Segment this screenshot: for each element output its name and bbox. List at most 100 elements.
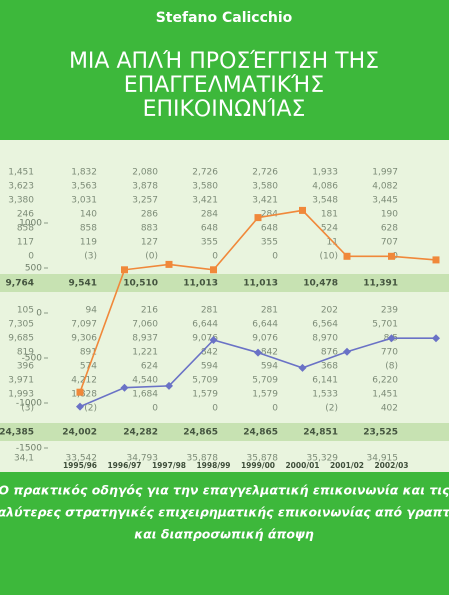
table-cell: 202 bbox=[321, 306, 338, 316]
point bbox=[210, 266, 217, 274]
table-cell: 624 bbox=[141, 362, 158, 372]
point bbox=[299, 206, 306, 214]
table-cell: 1,832 bbox=[71, 168, 97, 178]
table-cell: 216 bbox=[141, 306, 158, 316]
table-cell: 2,726 bbox=[252, 168, 278, 178]
table-cell: (2) bbox=[84, 404, 97, 414]
table-cell: 181 bbox=[321, 210, 338, 220]
table-cell: 190 bbox=[381, 210, 398, 220]
title-line: ΕΠΙΚΟΙΝΩΝΊΑΣ bbox=[143, 97, 306, 122]
table-cell: 286 bbox=[141, 210, 158, 220]
table-cell: 3,878 bbox=[132, 182, 158, 192]
table-cell: 10,510 bbox=[123, 279, 158, 289]
table-cell: 891 bbox=[80, 348, 97, 358]
table-cell: 3,971 bbox=[8, 376, 34, 386]
chart: -1500 -1000 -500 0 500 1000 1995/96 1996/97 1997… bbox=[16, 206, 440, 470]
table-cell: 3,563 bbox=[71, 182, 97, 192]
table-cell: 24,851 bbox=[303, 428, 338, 438]
y-tick-label: -1500 bbox=[16, 444, 42, 454]
table-cell: 1,221 bbox=[132, 348, 158, 358]
title-line: ΕΠΑΓΓΕΛΜΑΤΙΚΉΣ bbox=[124, 73, 324, 98]
table-cell: 396 bbox=[17, 362, 34, 372]
table-cell: 34,1 bbox=[14, 454, 34, 464]
subtitle-line: Ο πρακτικός οδηγός για την επαγγελματική… bbox=[0, 483, 449, 498]
table-cell: 3,421 bbox=[252, 196, 278, 206]
table-cell: 11,013 bbox=[183, 279, 218, 289]
table-cell: 9,764 bbox=[6, 279, 34, 289]
table-cell: (3) bbox=[21, 404, 34, 414]
table-cell: 4,086 bbox=[312, 182, 338, 192]
table-cell: 9,306 bbox=[71, 334, 97, 344]
x-tick-label: 2002/03 bbox=[374, 461, 408, 470]
table-cell: 3,421 bbox=[192, 196, 218, 206]
table-cell: 246 bbox=[17, 210, 34, 220]
table-cell: 281 bbox=[261, 306, 278, 316]
x-tick-label: 1997/98 bbox=[152, 461, 186, 470]
table-cell: (8) bbox=[385, 362, 398, 372]
table-cell: 628 bbox=[381, 224, 398, 234]
table-cell: 24,282 bbox=[123, 428, 158, 438]
table-cell: 34,793 bbox=[127, 454, 159, 464]
table-cell: 127 bbox=[141, 238, 158, 248]
table-cell: 281 bbox=[201, 306, 218, 316]
table-cell: 648 bbox=[201, 224, 218, 234]
table-cell: 6,644 bbox=[192, 320, 218, 330]
table-cell: 0 bbox=[272, 404, 278, 414]
table-cell: 0 bbox=[28, 252, 34, 262]
table-cell: 10,478 bbox=[303, 279, 338, 289]
table-cell: 9,541 bbox=[69, 279, 97, 289]
table-cell: 94 bbox=[86, 306, 98, 316]
table-cell: 819 bbox=[17, 348, 34, 358]
title: ΜΙΑ ΑΠΛΉ ΠΡΟΣΈΓΓΙΣΗ ΤΗΣΕΠΑΓΓΕΛΜΑΤΙΚΉΣΕΠΙ… bbox=[69, 49, 379, 122]
table-cell: 7,097 bbox=[71, 320, 97, 330]
table-cell: 105 bbox=[17, 306, 34, 316]
table-cell: 524 bbox=[321, 224, 338, 234]
table-cell: 35,878 bbox=[187, 454, 219, 464]
point bbox=[165, 260, 173, 268]
table-cell: 355 bbox=[201, 238, 218, 248]
table-cell: 770 bbox=[381, 348, 398, 358]
y-tick-label: 1000 bbox=[19, 219, 42, 229]
point bbox=[387, 334, 396, 343]
table-cell: 239 bbox=[381, 306, 398, 316]
table-cell: 0 bbox=[152, 404, 158, 414]
x-tick-label: 1999/00 bbox=[241, 461, 275, 470]
point bbox=[165, 381, 173, 390]
table-cell: 2,726 bbox=[192, 168, 218, 178]
table-cell: 24,385 bbox=[0, 428, 34, 438]
table-cell: 35,329 bbox=[307, 454, 339, 464]
point bbox=[343, 252, 351, 260]
table-cell: 284 bbox=[261, 210, 278, 220]
table-cell: 3,257 bbox=[132, 196, 158, 206]
table-cell: 1,684 bbox=[132, 390, 158, 400]
x-tick-label: 1995/96 bbox=[63, 461, 97, 470]
table-cell: 6,564 bbox=[312, 320, 338, 330]
table-cell: 11,013 bbox=[243, 279, 278, 289]
table-cell: 6,644 bbox=[252, 320, 278, 330]
table-cell: 5,709 bbox=[252, 376, 278, 386]
point bbox=[254, 214, 262, 222]
table-cell: 3,445 bbox=[372, 196, 398, 206]
table-cell: 24,865 bbox=[183, 428, 218, 438]
top-band bbox=[0, 0, 449, 140]
table-cell: 9,076 bbox=[252, 334, 278, 344]
table-cell: 1,828 bbox=[71, 390, 97, 400]
table-cell: 0 bbox=[272, 252, 278, 262]
table-cell: 4,540 bbox=[132, 376, 158, 386]
table-cell: (3) bbox=[84, 252, 97, 262]
table-cell: 594 bbox=[201, 362, 218, 372]
table-cell: 24,002 bbox=[62, 428, 97, 438]
table-cell: 842 bbox=[201, 348, 218, 358]
table-cell: 4,082 bbox=[372, 182, 398, 192]
subtitle-line: και διαπροσωπική άποψη bbox=[134, 527, 314, 542]
table-cell: 35,878 bbox=[247, 454, 279, 464]
table-cell: 3,380 bbox=[8, 196, 34, 206]
table-cell: 1,451 bbox=[8, 168, 34, 178]
table-cell: 1,579 bbox=[252, 390, 278, 400]
table-cell: 6,220 bbox=[372, 376, 398, 386]
table-cell: 3,580 bbox=[252, 182, 278, 192]
table-cell: 1,997 bbox=[372, 168, 398, 178]
table-cell: 3,580 bbox=[192, 182, 218, 192]
point bbox=[388, 252, 395, 260]
